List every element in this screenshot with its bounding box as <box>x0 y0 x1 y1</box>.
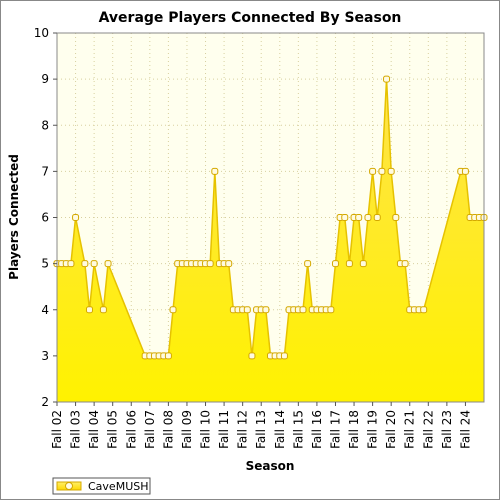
x-tick-label: Fall 03 <box>69 410 83 449</box>
x-tick-label: Fall 23 <box>440 410 454 449</box>
legend-series-name: CaveMUSH <box>88 480 149 493</box>
data-point-marker <box>378 167 386 175</box>
data-point-marker <box>401 260 409 268</box>
data-point-marker <box>90 260 98 268</box>
data-point-marker <box>369 167 377 175</box>
data-point-marker <box>327 306 335 314</box>
x-tick-label: Fall 24 <box>458 410 472 449</box>
data-point-marker <box>420 306 428 314</box>
marker-layer <box>53 75 488 360</box>
y-tick-label: 9 <box>41 72 49 86</box>
data-point-marker <box>392 214 400 221</box>
data-point-marker <box>206 260 214 268</box>
chart-title: Average Players Connected By Season <box>99 10 402 26</box>
x-tick-label: Fall 19 <box>366 410 380 449</box>
x-tick-label: Fall 10 <box>199 410 213 449</box>
y-tick-label: 3 <box>41 349 49 363</box>
data-point-marker <box>387 167 395 175</box>
data-point-marker <box>364 214 372 221</box>
data-point-marker <box>299 306 307 314</box>
data-point-marker <box>359 260 367 268</box>
y-tick-label: 4 <box>41 303 49 317</box>
x-axis-label: Season <box>246 459 295 473</box>
axis-layer: 2 3 4 5 6 7 8 9 10 Fall 02 Fall 03 Fall 04 Fall 05 Fa… <box>34 26 485 449</box>
data-point-marker <box>99 306 107 314</box>
x-tick-label: Fall 12 <box>236 410 250 449</box>
x-tick-label: Fall 14 <box>273 410 287 449</box>
x-tick-label: Fall 08 <box>161 410 175 449</box>
data-point-marker <box>225 260 233 268</box>
y-tick-label: 8 <box>41 118 49 132</box>
y-tick-label: 10 <box>34 26 49 40</box>
x-tick-label: Fall 07 <box>143 410 157 449</box>
data-point-marker <box>248 352 256 360</box>
x-tick-label: Fall 11 <box>217 410 231 449</box>
data-point-marker <box>341 214 349 221</box>
data-point-marker <box>104 260 112 268</box>
y-tick-label: 7 <box>41 164 49 178</box>
data-point-marker <box>383 75 391 83</box>
data-point-marker <box>373 214 381 221</box>
data-point-marker <box>81 260 89 268</box>
x-tick-label: Fall 17 <box>328 410 342 449</box>
x-tick-label: Fall 21 <box>403 410 417 449</box>
legend-marker <box>65 482 73 490</box>
data-point-marker <box>461 167 469 175</box>
legend: CaveMUSH <box>52 477 151 495</box>
y-axis-label: Players Connected <box>7 154 21 280</box>
data-point-marker <box>67 260 75 268</box>
data-point-marker <box>85 306 93 314</box>
y-tick-label: 6 <box>41 211 49 225</box>
series-area-fill <box>57 79 484 402</box>
data-point-marker <box>280 352 288 360</box>
x-tick-label: Fall 20 <box>384 410 398 449</box>
data-point-marker <box>331 260 339 268</box>
data-point-marker <box>169 306 177 314</box>
x-tick-label: Fall 09 <box>180 410 194 449</box>
x-tick-label: Fall 18 <box>347 410 361 449</box>
data-point-marker <box>243 306 251 314</box>
data-point-marker <box>262 306 270 314</box>
x-tick-label: Fall 22 <box>421 410 435 449</box>
x-tick-label: Fall 04 <box>87 410 101 449</box>
data-point-marker <box>304 260 312 268</box>
data-point-marker <box>345 260 353 268</box>
data-point-marker <box>72 214 80 221</box>
y-tick-label: 2 <box>41 395 49 409</box>
x-tick-label: Fall 06 <box>124 410 138 449</box>
data-point-marker <box>355 214 363 221</box>
x-tick-label: Fall 15 <box>291 410 305 449</box>
x-tick-label: Fall 16 <box>310 410 324 449</box>
x-tick-label: Fall 13 <box>254 410 268 449</box>
y-tick-label: 5 <box>41 257 49 271</box>
data-point-marker <box>164 352 172 360</box>
x-tick-label: Fall 05 <box>106 410 120 449</box>
data-point-marker <box>211 167 219 175</box>
x-tick-label: Fall 02 <box>50 410 64 449</box>
